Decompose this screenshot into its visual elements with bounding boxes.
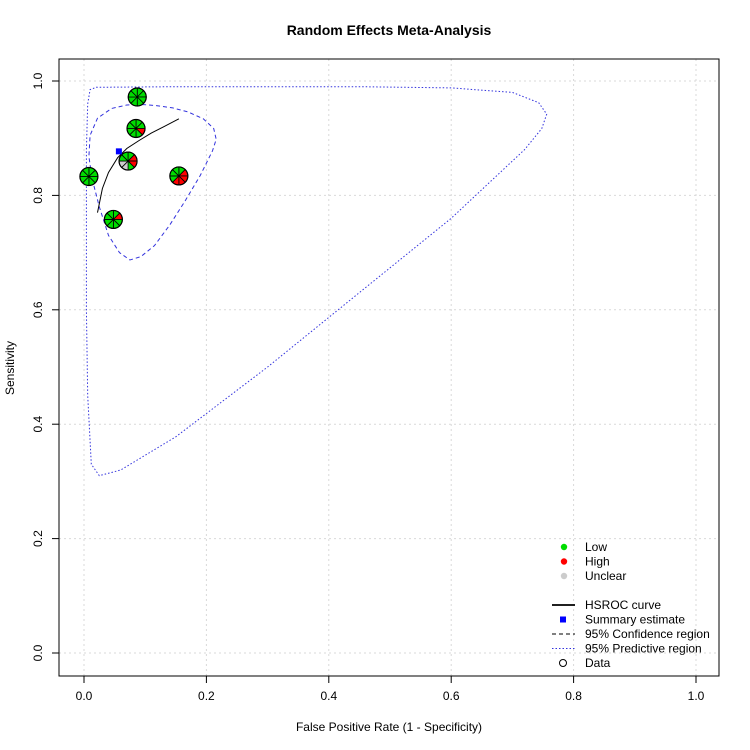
legend-element-label: HSROC curve: [585, 598, 661, 612]
y-tick-label: 0.8: [31, 187, 45, 204]
study-point: [126, 118, 146, 139]
study-point: [103, 209, 123, 230]
grid-lines: [59, 59, 719, 676]
legend-risk-label: Unclear: [585, 569, 626, 583]
legend-element-label: Summary estimate: [585, 613, 685, 627]
predictive-region: [85, 86, 548, 477]
x-tick-label: 0.4: [320, 689, 337, 703]
summary-estimate-marker: [115, 148, 122, 155]
legend-element-label: Data: [585, 656, 611, 670]
legend-element-label: 95% Predictive region: [585, 642, 702, 656]
x-tick-label: 0.6: [443, 689, 460, 703]
x-tick-label: 0.8: [565, 689, 582, 703]
chart-title: Random Effects Meta-Analysis: [287, 22, 492, 38]
x-axis-label: False Positive Rate (1 - Specificity): [296, 720, 482, 734]
y-axis: 0.0 0.2 0.4 0.6 0.8 1.0: [31, 72, 59, 661]
study-outline: [79, 166, 99, 187]
x-tick-label: 0.2: [198, 689, 215, 703]
study-outline: [126, 118, 146, 139]
plot-area-frame: [58, 58, 720, 677]
legend-summary-symbol: [560, 616, 566, 623]
study-outline: [103, 209, 123, 230]
x-axis: 0.0 0.2 0.4 0.6 0.8 1.0: [76, 676, 705, 703]
study-outline: [169, 166, 189, 186]
legend-risk-dot: [560, 572, 568, 580]
x-tick-label: 0.0: [76, 689, 93, 703]
study-point: [79, 166, 99, 187]
study-point: [118, 151, 138, 171]
y-tick-label: 1.0: [31, 72, 45, 89]
confidence-region: [88, 103, 217, 261]
legend-data-symbol: [559, 659, 567, 667]
regions-layer: [85, 86, 548, 477]
legend-risk-label: Low: [585, 540, 607, 554]
y-tick-label: 0.6: [31, 301, 45, 318]
y-axis-label: Sensitivity: [3, 341, 17, 395]
legend-risk-dot: [560, 558, 568, 565]
hsroc-curve: [97, 118, 180, 213]
study-point: [127, 87, 147, 107]
x-tick-label: 1.0: [688, 689, 705, 703]
study-point: [169, 166, 189, 186]
legend-risk-label: High: [585, 555, 610, 569]
studies-layer: [79, 87, 189, 230]
study-outline: [127, 87, 147, 107]
y-tick-label: 0.0: [31, 644, 45, 661]
legend-element-label: 95% Confidence region: [585, 627, 710, 641]
y-tick-label: 0.4: [31, 416, 45, 433]
study-outline: [118, 151, 138, 171]
legend-risk-dot: [560, 543, 568, 551]
y-tick-label: 0.2: [31, 530, 45, 547]
